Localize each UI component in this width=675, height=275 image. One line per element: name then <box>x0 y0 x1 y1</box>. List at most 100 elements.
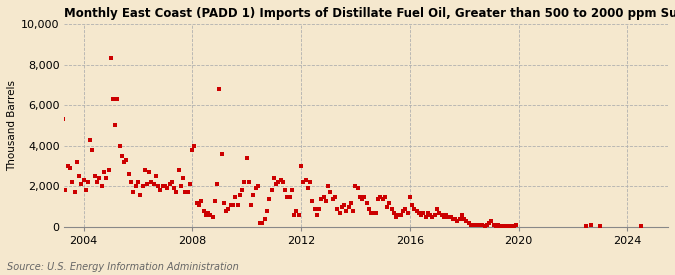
Point <box>448 217 458 221</box>
Point <box>78 178 89 183</box>
Point <box>318 194 329 199</box>
Point <box>323 184 333 189</box>
Point <box>302 186 313 191</box>
Point <box>375 194 386 199</box>
Point <box>406 202 417 207</box>
Point <box>266 188 277 193</box>
Point <box>271 182 281 186</box>
Point <box>198 208 209 213</box>
Point <box>327 196 338 201</box>
Point <box>418 211 429 215</box>
Point <box>194 202 205 207</box>
Point <box>200 213 211 217</box>
Point <box>178 176 189 180</box>
Point <box>137 184 148 189</box>
Point <box>332 207 343 211</box>
Point <box>409 207 420 211</box>
Point <box>350 184 361 189</box>
Point <box>391 215 402 219</box>
Point <box>142 182 153 186</box>
Point <box>62 164 73 168</box>
Point <box>128 190 138 195</box>
Point <box>105 56 116 60</box>
Point <box>495 224 506 228</box>
Point <box>309 207 320 211</box>
Point <box>284 194 295 199</box>
Point <box>357 196 368 201</box>
Point <box>506 224 517 228</box>
Point <box>595 224 605 228</box>
Point <box>346 200 356 205</box>
Point <box>364 207 375 211</box>
Point <box>205 213 216 217</box>
Point <box>416 213 427 217</box>
Point <box>389 211 400 215</box>
Point <box>475 223 485 227</box>
Point <box>384 200 395 205</box>
Point <box>411 208 422 213</box>
Point <box>101 176 111 180</box>
Point <box>80 188 91 193</box>
Point <box>413 211 424 215</box>
Point <box>151 174 161 178</box>
Point <box>72 160 82 164</box>
Point <box>83 180 94 185</box>
Point <box>311 213 322 217</box>
Y-axis label: Thousand Barrels: Thousand Barrels <box>7 80 17 171</box>
Point <box>248 192 259 197</box>
Point <box>227 202 238 207</box>
Point <box>144 170 155 174</box>
Point <box>420 215 431 219</box>
Point <box>289 213 300 217</box>
Point <box>69 190 80 195</box>
Point <box>212 182 223 186</box>
Point <box>114 144 125 148</box>
Point <box>368 211 379 215</box>
Point <box>466 223 477 227</box>
Point <box>373 196 383 201</box>
Point <box>246 202 256 207</box>
Point <box>361 200 372 205</box>
Point <box>99 170 109 174</box>
Point <box>202 211 213 215</box>
Point <box>511 223 522 227</box>
Point <box>230 194 240 199</box>
Point <box>76 182 86 186</box>
Point <box>273 180 284 185</box>
Point <box>481 223 492 227</box>
Point <box>296 164 306 168</box>
Point <box>427 215 437 219</box>
Point <box>377 196 388 201</box>
Point <box>450 217 460 221</box>
Point <box>366 211 377 215</box>
Point <box>182 190 193 195</box>
Point <box>463 221 474 225</box>
Point <box>396 213 406 217</box>
Point <box>110 123 121 128</box>
Point <box>491 224 502 228</box>
Point <box>171 190 182 195</box>
Point <box>402 211 413 215</box>
Point <box>169 186 180 191</box>
Point <box>329 194 340 199</box>
Point <box>339 202 350 207</box>
Point <box>132 180 143 185</box>
Point <box>223 207 234 211</box>
Point <box>94 176 105 180</box>
Point <box>343 205 354 209</box>
Point <box>348 208 358 213</box>
Point <box>488 223 499 227</box>
Point <box>443 215 454 219</box>
Point <box>112 97 123 101</box>
Point <box>167 180 178 185</box>
Point <box>477 223 488 227</box>
Point <box>298 180 308 185</box>
Point <box>398 208 408 213</box>
Point <box>371 211 381 215</box>
Point <box>269 176 279 180</box>
Point <box>216 152 227 156</box>
Point <box>423 211 433 215</box>
Point <box>479 224 490 228</box>
Point <box>382 205 393 209</box>
Point <box>468 223 479 227</box>
